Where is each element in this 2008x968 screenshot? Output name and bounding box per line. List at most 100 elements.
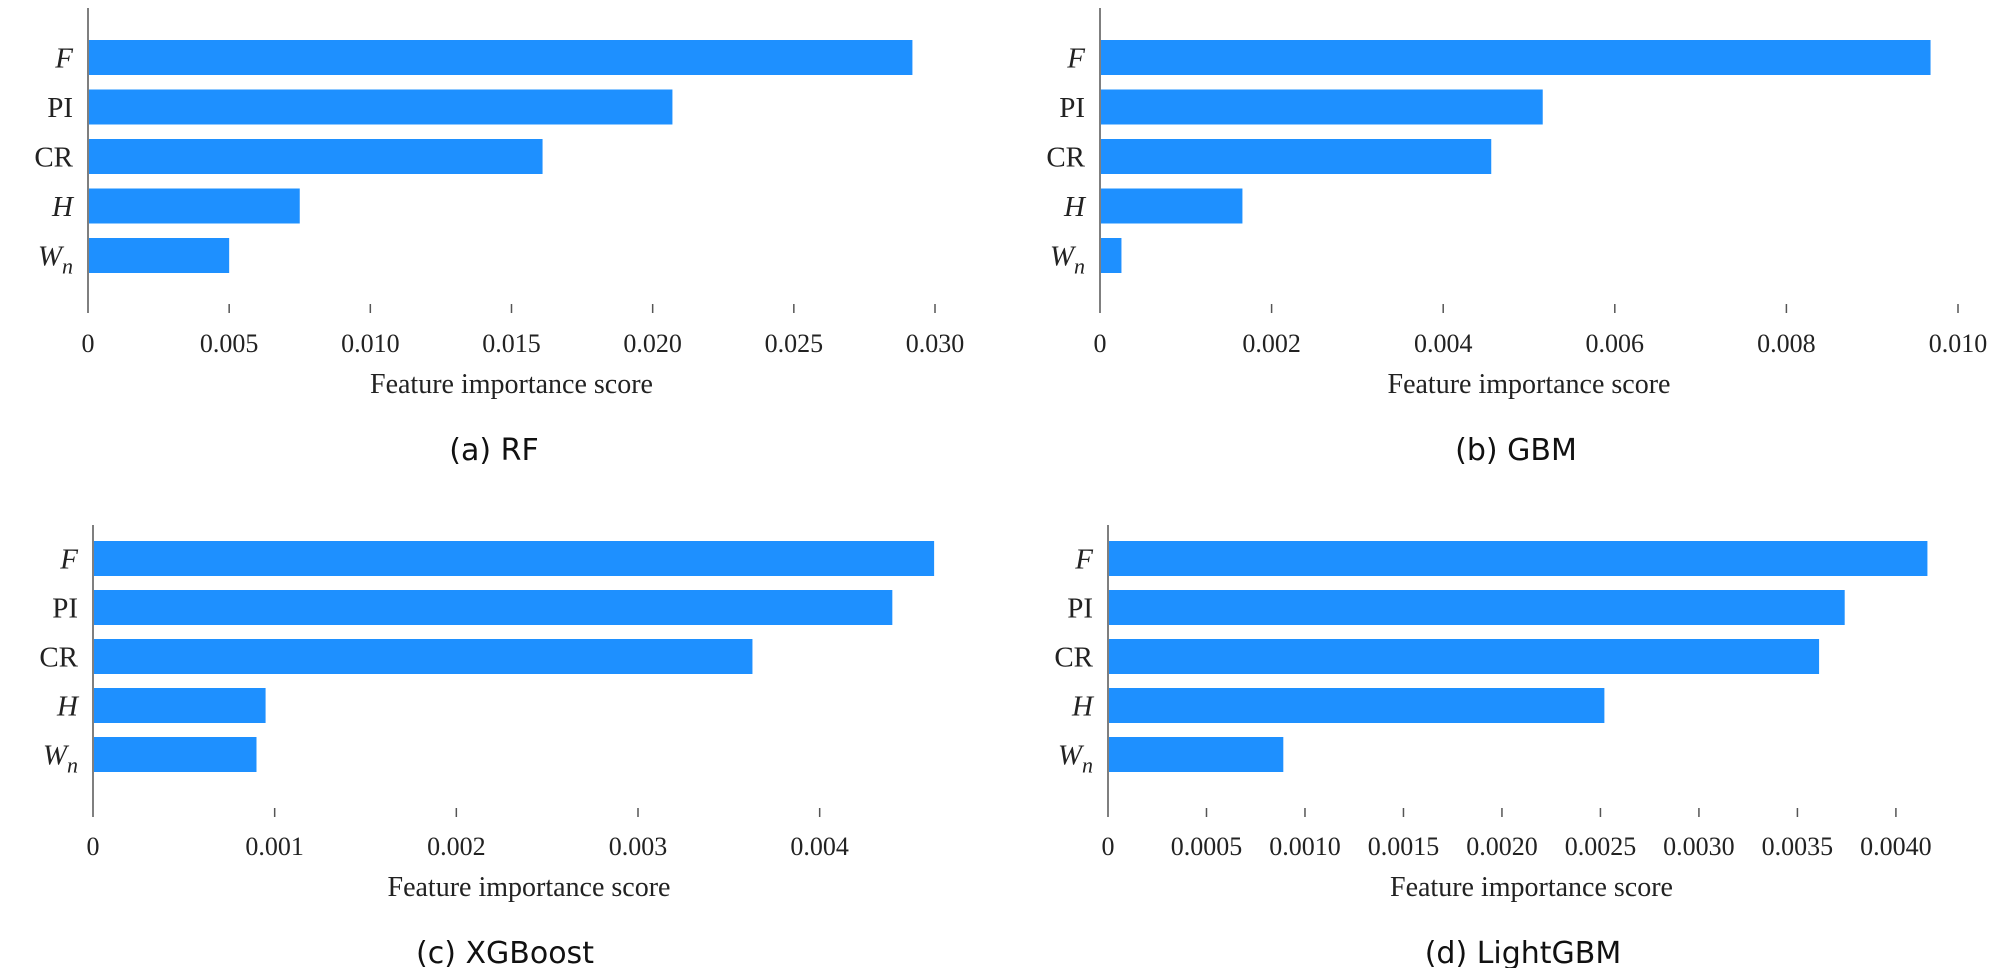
x-tick-label: 0.0040 xyxy=(1860,832,1932,861)
category-label-subscript: n xyxy=(1082,753,1093,778)
category-label: PI xyxy=(52,593,78,625)
category-label-base: PI xyxy=(52,593,78,625)
x-axis-title: Feature importance score xyxy=(1390,872,1673,903)
category-label: CR xyxy=(1046,142,1085,174)
category-label: H xyxy=(51,191,75,223)
chart-panel-4: 0 0.0005 0.0010 0.0015 0.0020 0.0025 0.0030 0.0… xyxy=(1054,525,1932,968)
category-label-base: F xyxy=(59,544,78,576)
category-label-base: F xyxy=(54,43,73,75)
chart-panel-1: 0 0.005 0.010 0.015 0.020 0.025 0.030FPICRHWnF… xyxy=(34,8,964,468)
category-label-base: H xyxy=(1071,691,1095,723)
x-tick-label: 0.002 xyxy=(427,832,486,861)
x-axis-title: Feature importance score xyxy=(370,369,653,400)
category-label-base: CR xyxy=(1046,142,1085,174)
x-tick-label: 0.025 xyxy=(765,329,824,358)
x-tick-label: 0.030 xyxy=(906,329,965,358)
category-label-base: H xyxy=(51,191,75,223)
category-label: CR xyxy=(1054,642,1093,674)
category-label-base: W xyxy=(43,740,70,772)
category-label-base: CR xyxy=(34,142,73,174)
bar-cr xyxy=(1101,139,1492,174)
panel-caption: (a) RF xyxy=(449,433,538,468)
bar-h xyxy=(1101,188,1243,224)
panel-caption: (c) XGBoost xyxy=(416,936,594,968)
x-tick-label: 0.004 xyxy=(790,832,849,861)
category-label-base: CR xyxy=(1054,642,1093,674)
category-label: Wn xyxy=(43,740,78,778)
bar-cr xyxy=(94,639,753,674)
category-label: F xyxy=(54,43,73,75)
category-label: H xyxy=(56,691,80,723)
bar-pi xyxy=(89,89,673,125)
panel-caption: (b) GBM xyxy=(1455,433,1577,468)
x-tick-label: 0.010 xyxy=(341,329,400,358)
bar-wn xyxy=(94,737,257,772)
category-label-base: H xyxy=(1063,191,1087,223)
category-label-base: F xyxy=(1066,43,1085,75)
bar-h xyxy=(1109,688,1605,723)
x-tick-label: 0 xyxy=(82,329,95,358)
bar-h xyxy=(94,688,266,723)
x-tick-label: 0.008 xyxy=(1757,329,1816,358)
x-tick-label: 0.0020 xyxy=(1466,832,1538,861)
category-label: PI xyxy=(1059,92,1085,124)
x-tick-label: 0 xyxy=(1102,832,1115,861)
bar-f xyxy=(1109,541,1928,576)
x-tick-label: 0.0015 xyxy=(1368,832,1440,861)
category-label-subscript: n xyxy=(62,254,73,279)
bar-f xyxy=(89,40,913,75)
category-label-base: W xyxy=(38,241,65,273)
category-label: H xyxy=(1071,691,1095,723)
category-label: F xyxy=(1066,43,1085,75)
category-label: PI xyxy=(1067,593,1093,625)
category-label-subscript: n xyxy=(67,753,78,778)
x-tick-label: 0.006 xyxy=(1586,329,1645,358)
x-tick-label: 0.005 xyxy=(200,329,259,358)
x-tick-label: 0.003 xyxy=(609,832,668,861)
category-label-base: PI xyxy=(1059,92,1085,124)
category-label: F xyxy=(1074,544,1093,576)
category-label: Wn xyxy=(1050,241,1085,279)
x-tick-label: 0.0010 xyxy=(1269,832,1341,861)
category-label-subscript: n xyxy=(1074,254,1085,279)
bar-cr xyxy=(89,139,543,174)
x-axis-title: Feature importance score xyxy=(1388,369,1671,400)
category-label: PI xyxy=(47,92,73,124)
bar-wn xyxy=(1109,737,1284,772)
category-label-base: F xyxy=(1074,544,1093,576)
category-label: CR xyxy=(34,142,73,174)
category-label: CR xyxy=(39,642,78,674)
category-label: H xyxy=(1063,191,1087,223)
x-tick-label: 0.015 xyxy=(482,329,541,358)
bar-f xyxy=(1101,40,1931,75)
x-tick-label: 0.0005 xyxy=(1171,832,1243,861)
bar-cr xyxy=(1109,639,1820,674)
bar-pi xyxy=(1109,590,1845,625)
bar-pi xyxy=(1101,89,1543,125)
x-tick-label: 0 xyxy=(1094,329,1107,358)
x-tick-label: 0.001 xyxy=(245,832,304,861)
category-label-base: CR xyxy=(39,642,78,674)
x-axis-title: Feature importance score xyxy=(388,872,671,903)
category-label-base: PI xyxy=(47,92,73,124)
category-label-base: W xyxy=(1058,740,1085,772)
category-label: Wn xyxy=(38,241,73,279)
x-tick-label: 0.020 xyxy=(623,329,682,358)
category-label-base: PI xyxy=(1067,593,1093,625)
x-tick-label: 0.0035 xyxy=(1762,832,1834,861)
bar-f xyxy=(94,541,935,576)
x-tick-label: 0.0025 xyxy=(1565,832,1637,861)
bar-wn xyxy=(1101,238,1122,273)
category-label-base: H xyxy=(56,691,80,723)
x-tick-label: 0.010 xyxy=(1929,329,1988,358)
category-label-base: W xyxy=(1050,241,1077,273)
chart-panel-2: 0 0.002 0.004 0.006 0.008 0.010FPICRHWnFeatur… xyxy=(1046,8,1987,468)
category-label: F xyxy=(59,544,78,576)
bar-wn xyxy=(89,238,230,273)
bar-pi xyxy=(94,590,893,625)
x-tick-label: 0.002 xyxy=(1242,329,1301,358)
x-tick-label: 0 xyxy=(87,832,100,861)
bar-h xyxy=(89,188,300,224)
